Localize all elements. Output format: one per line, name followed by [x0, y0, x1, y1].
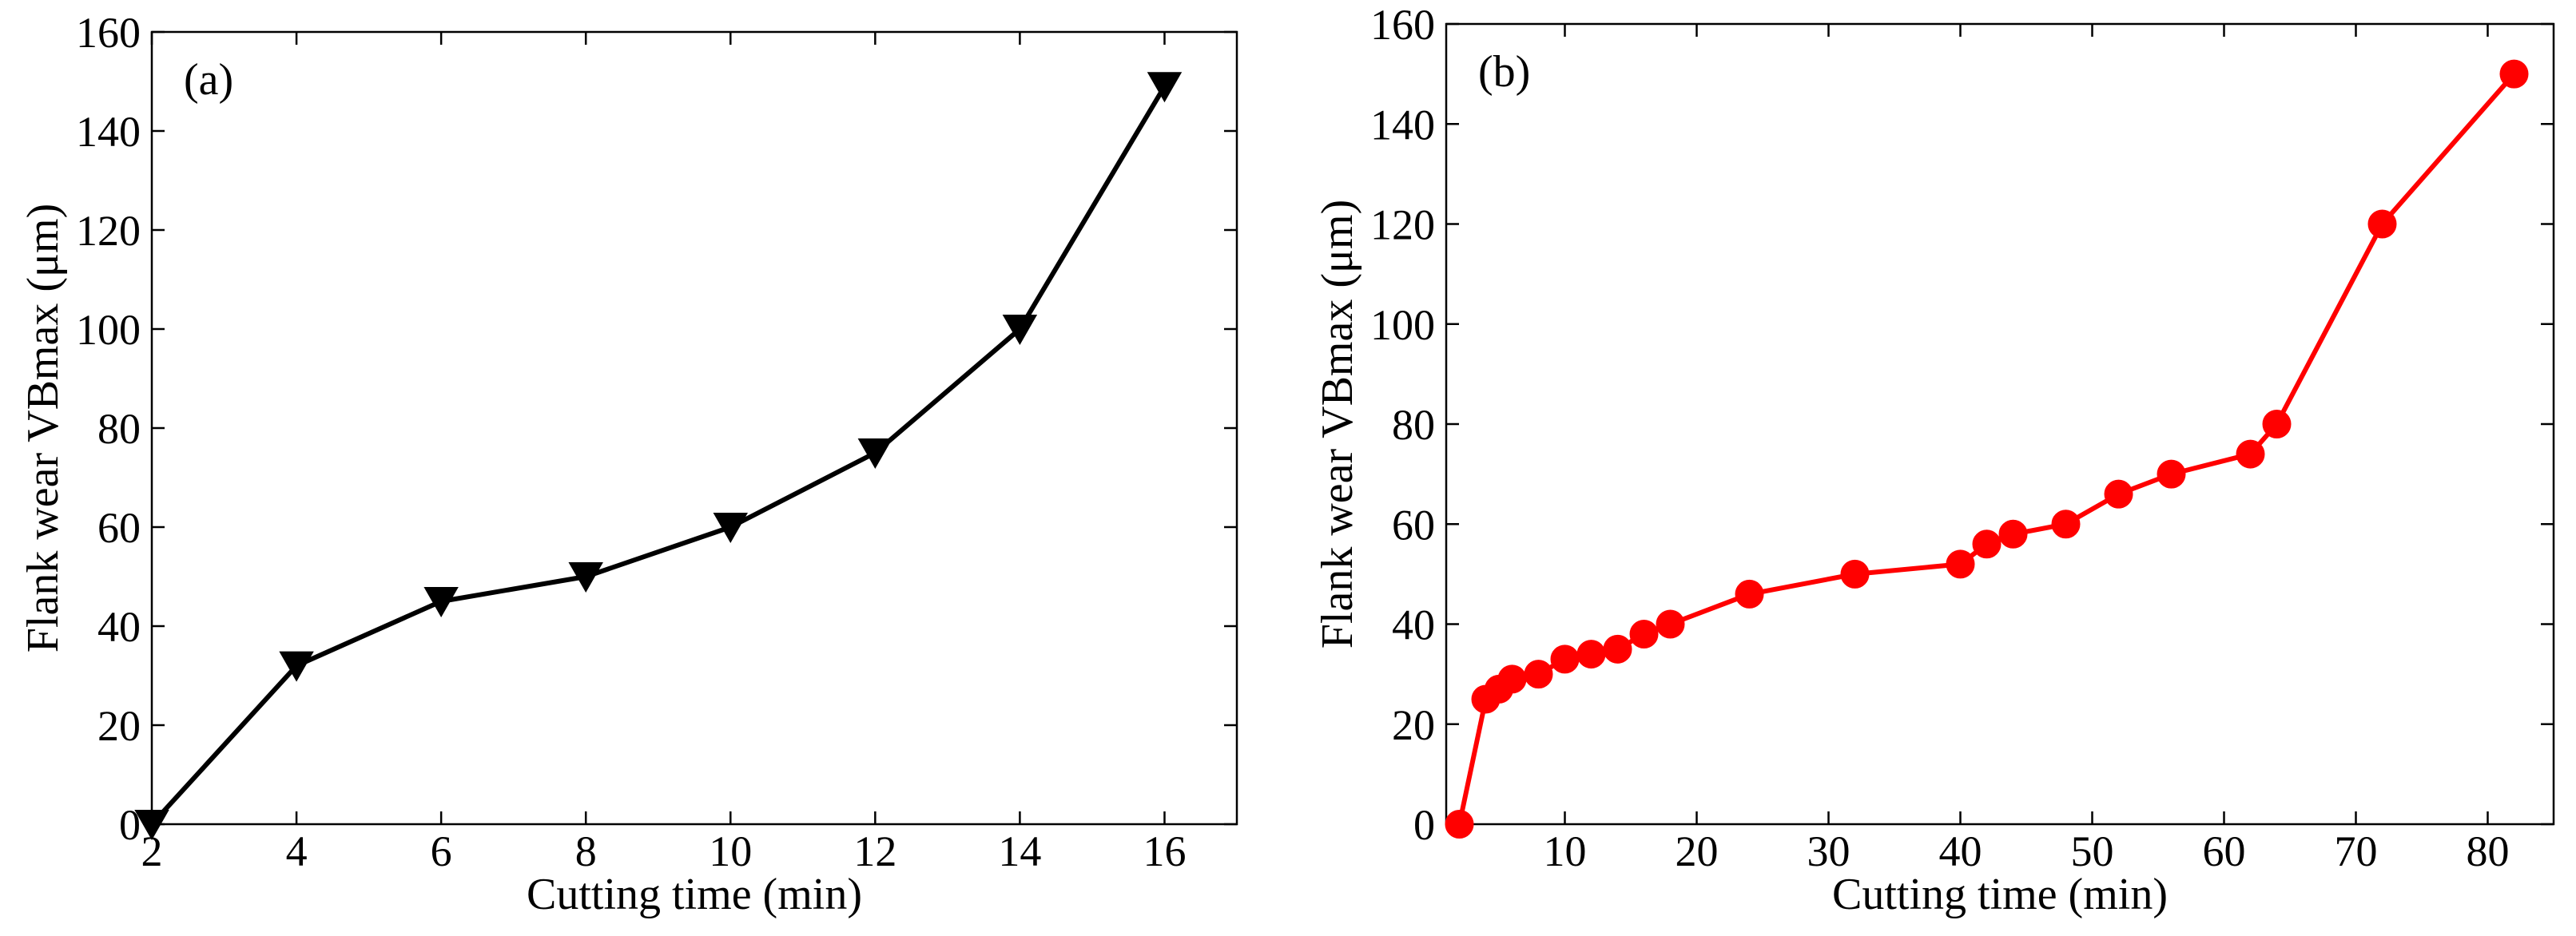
data-point: [1840, 559, 1870, 589]
data-point: [568, 562, 603, 593]
y-tick-label: 80: [1392, 401, 1435, 449]
panel-b-chart: 10 20 30 40 50 60 70 80 0 20 40 60 80 100 120 140 160 Cut…: [1313, 1, 2555, 919]
y-tick-label: 140: [76, 108, 141, 156]
data-point: [2367, 209, 2397, 239]
x-axis-label: Cutting time (min): [1832, 870, 2168, 919]
series-line: [149, 85, 1167, 827]
data-point: [1972, 529, 2002, 559]
y-tick-label: 140: [1370, 101, 1435, 149]
y-tick-label: 40: [97, 603, 141, 651]
x-tick-label: 6: [431, 827, 452, 875]
data-point: [1946, 549, 1975, 579]
plot-frame: [150, 30, 1238, 826]
y-tick-label: 20: [1392, 701, 1435, 749]
y-tick-label: 60: [97, 504, 141, 552]
data-point: [2157, 459, 2186, 489]
y-tick-label: 100: [76, 306, 141, 354]
data-point: [713, 513, 748, 544]
x-tick-label: 12: [853, 827, 896, 875]
y-tick-label: 100: [1370, 301, 1435, 349]
x-tick-label: 10: [1544, 827, 1587, 875]
data-point: [1656, 609, 1685, 639]
x-tick-label: 30: [1807, 827, 1851, 875]
y-tick-label: 0: [119, 801, 141, 849]
y-tick-label: 120: [1370, 201, 1435, 249]
data-point: [279, 651, 314, 682]
data-point: [2104, 479, 2133, 509]
data-point: [1550, 644, 1580, 674]
panel-label: (b): [1478, 47, 1530, 97]
y-tick-label: 160: [1370, 1, 1435, 49]
x-tick-label: 10: [709, 827, 752, 875]
data-point: [1629, 620, 1659, 649]
data-point: [1147, 72, 1183, 103]
y-tick-label: 40: [1392, 601, 1435, 649]
x-tick-label: 4: [286, 827, 308, 875]
data-point: [1002, 315, 1038, 346]
data-point: [857, 438, 893, 470]
y-axis-label: Flank wear VBmax (μm): [1313, 200, 1362, 648]
x-axis-label: Cutting time (min): [527, 870, 862, 919]
x-tick-label: 14: [998, 827, 1041, 875]
panel-label: (a): [184, 55, 233, 105]
data-point: [423, 587, 459, 618]
series-line: [1457, 72, 2516, 825]
x-tick-label: 80: [2467, 827, 2510, 875]
x-tick-label: 8: [575, 827, 597, 875]
x-tick-label: 40: [1939, 827, 1982, 875]
data-point: [1445, 810, 1474, 839]
y-axis-label: Flank wear VBmax (μm): [18, 204, 68, 652]
y-tick-label: 0: [1413, 801, 1435, 849]
data-point: [1497, 664, 1527, 694]
data-point: [1998, 519, 2028, 549]
plot-frame: [1445, 22, 2555, 826]
x-tick-label: 16: [1143, 827, 1186, 875]
y-tick-label: 160: [76, 9, 141, 57]
x-tick-label: 70: [2335, 827, 2378, 875]
x-tick-label: 20: [1676, 827, 1719, 875]
data-point: [2051, 510, 2081, 539]
x-tick-label: 50: [2071, 827, 2114, 875]
data-point: [134, 810, 169, 841]
y-tick-label: 80: [97, 405, 141, 453]
data-point: [2499, 59, 2529, 89]
panel-a-chart: 2 4 6 8 10 12 14 16020406080100120140160Cutting…: [18, 9, 1238, 919]
data-point: [1576, 640, 1606, 669]
y-tick-label: 120: [76, 207, 141, 255]
y-tick-label: 20: [97, 702, 141, 750]
data-point: [2236, 439, 2265, 469]
data-point: [1603, 634, 1632, 664]
y-tick-label: 60: [1392, 501, 1435, 549]
data-point: [1735, 579, 1764, 609]
data-point: [2262, 410, 2292, 438]
data-point: [1524, 660, 1553, 689]
x-tick-label: 60: [2203, 827, 2246, 875]
